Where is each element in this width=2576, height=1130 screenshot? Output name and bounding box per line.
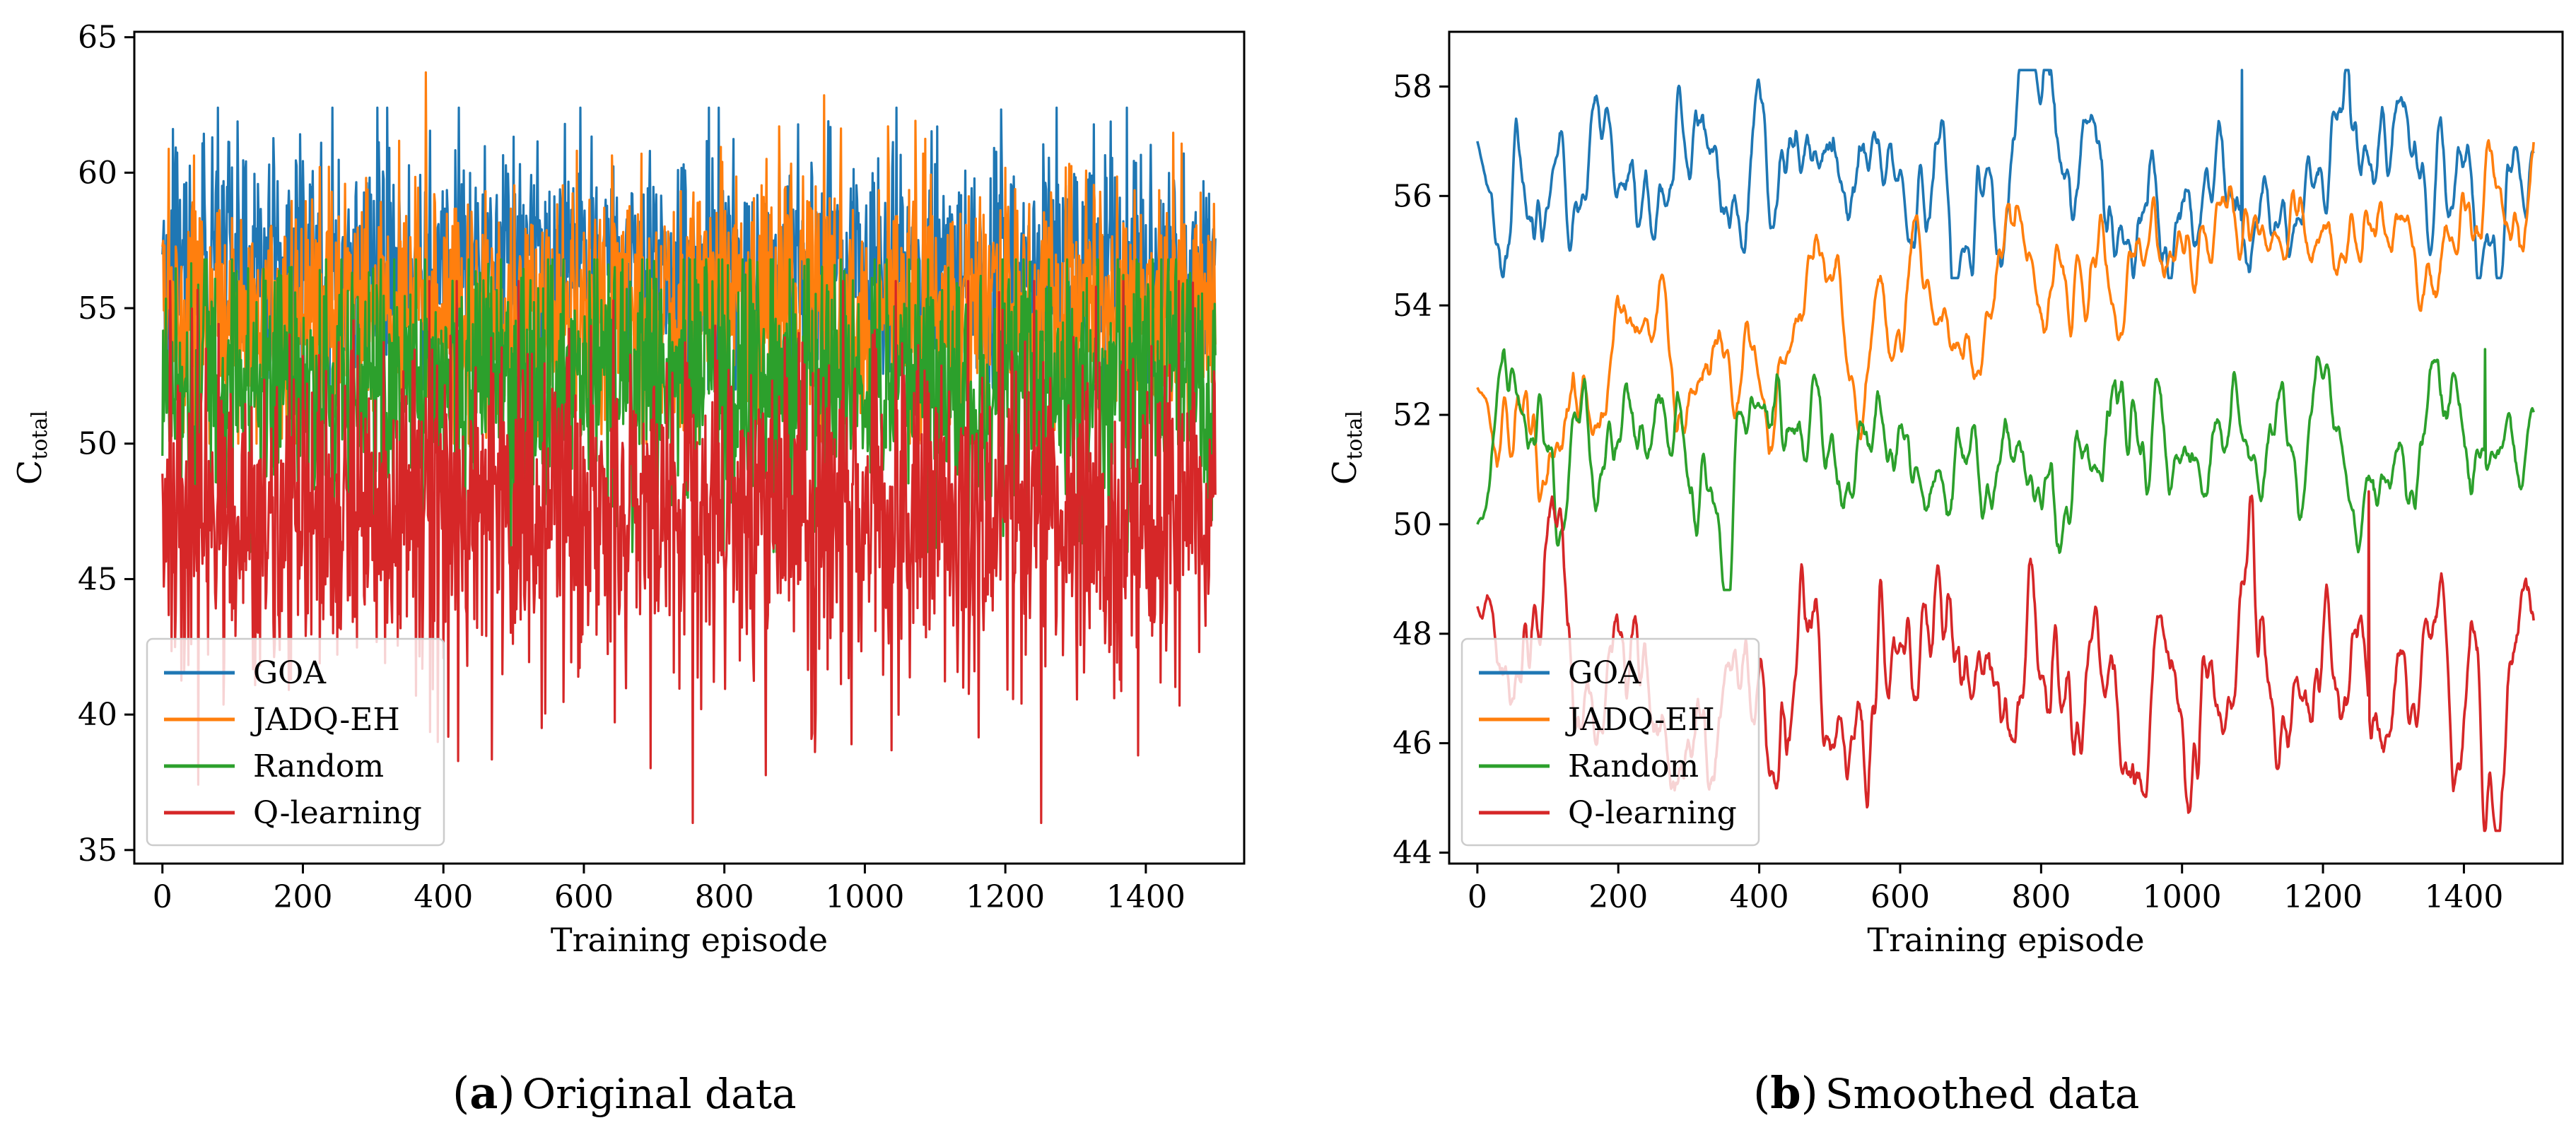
panel-b-x-axis-label: Training episode <box>1867 921 2144 959</box>
a-legend-label: JADQ-EH <box>250 702 400 738</box>
b-x-tick-label: 1400 <box>2424 879 2503 915</box>
b-legend-box <box>1460 637 1760 847</box>
a-x-tick-label: 1000 <box>825 879 904 915</box>
panel-a-plot-frame <box>133 30 1246 865</box>
panel-a-y-ticks: 35 40 45 50 55 60 65 <box>78 20 134 869</box>
b-y-tick-label: 52 <box>1393 397 1432 433</box>
panel-a-caption: (a) Original data <box>452 1067 797 1119</box>
a-y-tick-label: 40 <box>78 697 117 733</box>
panel-b-y-axis-label-sub: total <box>1342 411 1367 460</box>
a-x-tick-label: 600 <box>554 879 614 915</box>
b-y-tick-label: 58 <box>1393 69 1432 105</box>
b-y-tick-label: 46 <box>1393 726 1432 762</box>
b-series-line-jadq-eh <box>1476 139 2535 503</box>
b-y-tick-label: 56 <box>1393 178 1432 214</box>
panel-b-y-ticks: 44 46 48 50 52 54 56 58 <box>1393 69 1449 871</box>
panel-b-smoothed-data: 0 200 400 600 800 1000 1200 1400 44 46 48 50 52 54 56… <box>1325 30 2564 1119</box>
a-x-tick-label: 1200 <box>966 879 1045 915</box>
panel-a-y-axis-label: Ctotal <box>11 411 52 485</box>
b-y-tick-label: 54 <box>1393 288 1432 324</box>
panel-b-caption-text: Smoothed data <box>1825 1070 2140 1118</box>
a-series-line-q-learning <box>161 280 1217 825</box>
b-y-tick-label: 44 <box>1393 835 1432 871</box>
panel-b-caption: (b) Smoothed data <box>1753 1067 2139 1119</box>
a-y-tick-label: 45 <box>78 561 117 597</box>
panel-a-y-axis-label-main: C <box>11 460 49 485</box>
b-legend-label: GOA <box>1568 655 1641 691</box>
b-x-tick-label: 200 <box>1588 879 1648 915</box>
a-x-tick-label: 200 <box>273 879 332 915</box>
panel-b-caption-letter: b <box>1770 1067 1801 1119</box>
b-series-line-goa <box>1476 69 2535 280</box>
panel-a-caption-text: Original data <box>522 1070 797 1118</box>
panel-b-y-axis-label-main: C <box>1325 460 1364 485</box>
panel-b-x-ticks: 0 200 400 600 800 1000 1200 1400 <box>1468 864 2503 915</box>
b-series-line-random <box>1476 348 2535 592</box>
b-legend-label: Random <box>1568 748 1699 784</box>
a-legend-label: Random <box>253 748 384 784</box>
panel-b-legend: GOA JADQ-EH Random Q-learning <box>1460 637 1760 847</box>
b-x-tick-label: 400 <box>1730 879 1789 915</box>
a-y-tick-label: 65 <box>78 20 117 56</box>
a-x-tick-label: 1400 <box>1106 879 1185 915</box>
a-y-tick-label: 35 <box>78 832 117 869</box>
panel-a-caption-close-paren: ) <box>498 1067 515 1119</box>
b-x-tick-label: 0 <box>1468 879 1487 915</box>
a-legend-label: Q-learning <box>253 795 422 831</box>
panel-b-caption-close-paren: ) <box>1801 1067 1818 1119</box>
panel-b-plot-frame <box>1448 30 2564 865</box>
b-legend-label: Q-learning <box>1568 795 1737 831</box>
panel-a-x-ticks: 0 200 400 600 800 1000 1200 1400 <box>153 864 1185 915</box>
b-y-tick-label: 50 <box>1393 507 1432 543</box>
panel-a-y-axis-label-sub: total <box>28 411 52 460</box>
a-legend-label: GOA <box>253 655 327 691</box>
panel-a-series-group <box>161 71 1217 825</box>
b-x-tick-label: 800 <box>2011 879 2071 915</box>
b-y-tick-label: 48 <box>1393 616 1432 652</box>
b-legend-label: JADQ-EH <box>1565 702 1715 738</box>
a-y-tick-label: 50 <box>78 426 117 462</box>
a-x-tick-label: 0 <box>153 879 172 915</box>
a-y-tick-label: 60 <box>78 155 117 191</box>
b-x-tick-label: 1200 <box>2283 879 2363 915</box>
a-legend-box <box>146 637 445 847</box>
b-x-tick-label: 1000 <box>2143 879 2222 915</box>
b-x-tick-label: 600 <box>1870 879 1930 915</box>
panel-b-caption-open-paren: ( <box>1753 1067 1770 1119</box>
a-x-tick-label: 800 <box>695 879 754 915</box>
a-y-tick-label: 55 <box>78 290 117 326</box>
panel-a-x-axis-label: Training episode <box>551 921 828 959</box>
panel-a-caption-open-paren: ( <box>452 1067 469 1119</box>
a-x-tick-label: 400 <box>414 879 473 915</box>
panel-b-y-axis-label: Ctotal <box>1325 411 1367 485</box>
panel-a-legend: GOA JADQ-EH Random Q-learning <box>146 637 445 847</box>
panel-a-caption-letter: a <box>469 1067 498 1119</box>
panel-a-original-data: 0 200 400 600 800 1000 1200 1400 35 40 45 50 55 60 65… <box>11 20 1246 1119</box>
